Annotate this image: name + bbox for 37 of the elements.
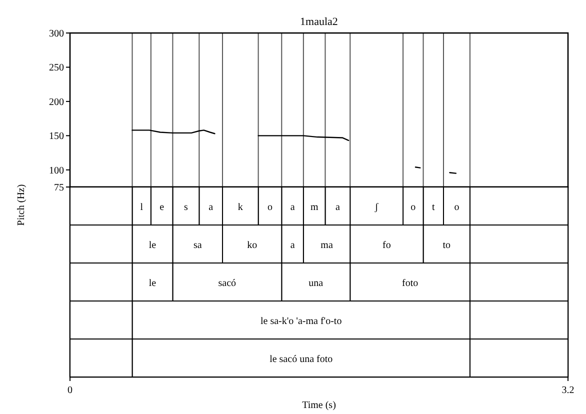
data-label: a	[290, 240, 296, 251]
data-label: t	[432, 202, 435, 213]
data-label: una	[308, 278, 324, 289]
data-label: o	[267, 202, 272, 213]
data-label: l	[140, 202, 144, 213]
data-label: le sa-k'o 'a-ma f'o-to	[260, 316, 342, 327]
y-tick-label: 200	[49, 96, 64, 108]
data-label: foto	[402, 278, 418, 289]
data-label: to	[442, 240, 451, 251]
data-label: sacó	[218, 278, 236, 289]
data-label: fo	[382, 240, 391, 251]
data-label: a	[290, 202, 296, 213]
data-label: m	[310, 202, 318, 213]
y-tick-label: 150	[49, 131, 64, 142]
y-tick-label: 100	[49, 165, 64, 176]
data-label: ma	[320, 240, 334, 251]
x-tick-label: 0	[68, 385, 72, 396]
data-label: o	[410, 202, 416, 213]
data-label: k	[238, 202, 243, 213]
data-label: le	[148, 278, 157, 289]
y-tick-label: 75	[54, 182, 64, 194]
data-label: s	[184, 202, 188, 213]
data-label: e	[160, 202, 165, 213]
data-label: ʃ	[374, 202, 379, 213]
y-tick-label: 300	[49, 28, 64, 40]
x-axis-title: Time (s)	[302, 400, 336, 411]
data-label: sa	[193, 240, 202, 251]
x-tick-label: 3.2	[562, 385, 574, 396]
data-label: a	[335, 202, 340, 213]
data-label: le sacó una foto	[270, 354, 333, 365]
data-label: a	[208, 202, 214, 213]
y-tick-label: 250	[49, 62, 64, 74]
data-label: le	[148, 240, 157, 251]
chart-title: 1maula2	[300, 16, 338, 28]
y-axis-title: Pitch (Hz)	[16, 184, 27, 226]
data-label: o	[454, 202, 460, 213]
data-label: ko	[247, 240, 258, 251]
